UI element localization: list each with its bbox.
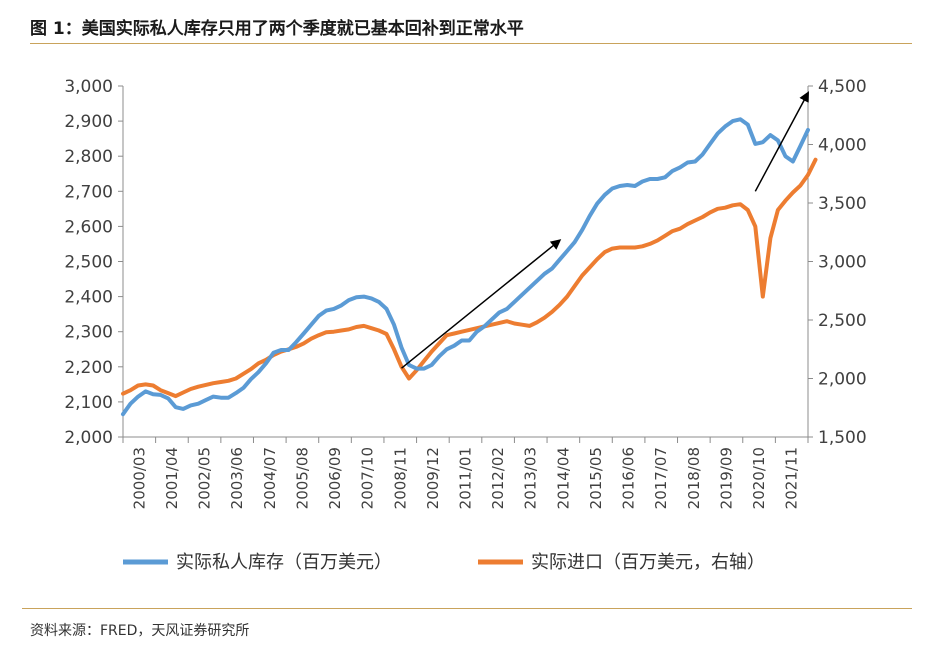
x-tick-label: 2006/09 <box>326 447 344 509</box>
x-tick-label: 2016/06 <box>620 447 638 509</box>
right-tick-label: 3,500 <box>818 194 867 214</box>
left-tick-label: 2,900 <box>64 112 113 132</box>
x-tick-label: 2021/11 <box>783 447 801 509</box>
right-tick-label: 4,500 <box>818 77 867 97</box>
right-tick-label: 2,500 <box>818 311 867 331</box>
left-tick-label: 2,300 <box>64 323 113 343</box>
x-tick-label: 2015/05 <box>587 447 605 509</box>
left-tick-label: 2,800 <box>64 147 113 167</box>
left-tick-label: 2,500 <box>64 253 113 273</box>
right-tick-label: 1,500 <box>818 428 867 448</box>
right-tick-label: 2,000 <box>818 370 867 390</box>
x-tick-label: 2020/10 <box>750 447 768 509</box>
x-tick-label: 2013/03 <box>522 447 540 509</box>
x-tick-label: 2000/03 <box>130 447 148 509</box>
x-tick-label: 2009/12 <box>424 447 442 509</box>
series-line-imports <box>121 157 818 399</box>
source-note: 资料来源：FRED，天风证券研究所 <box>30 623 250 639</box>
x-tick-label: 2004/07 <box>261 447 279 509</box>
left-tick-label: 3,000 <box>64 77 113 97</box>
left-tick-label: 2,200 <box>64 358 113 378</box>
x-tick-label: 2019/09 <box>717 447 735 509</box>
x-tick-label: 2014/04 <box>554 447 572 509</box>
bottom-divider <box>22 608 912 609</box>
left-tick-label: 2,100 <box>64 393 113 413</box>
x-tick-label: 2017/07 <box>652 447 670 509</box>
right-tick-label: 3,000 <box>818 253 867 273</box>
x-tick-label: 2003/06 <box>228 447 246 509</box>
line-chart: 2,000 2,100 2,200 2,300 2,400 2,500 2,600 2,700… <box>64 77 866 573</box>
x-tick-label: 2002/05 <box>196 447 214 509</box>
annotation-layer <box>401 91 809 369</box>
x-tick-label: 2008/11 <box>391 447 409 509</box>
x-tick-label: 2012/02 <box>489 447 507 509</box>
series-layer <box>121 117 818 417</box>
left-tick-label: 2,400 <box>64 288 113 308</box>
left-tick-label: 2,600 <box>64 217 113 237</box>
axes-layer: 2,000 2,100 2,200 2,300 2,400 2,500 2,600 2,700… <box>64 77 866 509</box>
top-divider <box>30 43 912 44</box>
legend-label-inventory: 实际私人库存（百万美元） <box>176 552 392 573</box>
left-tick-label: 2,700 <box>64 182 113 202</box>
x-tick-label: 2007/10 <box>359 447 377 509</box>
x-tick-label: 2011/01 <box>457 447 475 509</box>
legend-label-imports: 实际进口（百万美元，右轴） <box>531 552 765 573</box>
trend-arrow-1 <box>401 239 562 369</box>
chart-title: 图 1：美国实际私人库存只用了两个季度就已基本回补到正常水平 <box>30 19 524 39</box>
x-tick-label: 2001/04 <box>163 447 181 509</box>
series-line-inventory <box>121 117 810 417</box>
left-tick-label: 2,000 <box>64 428 113 448</box>
right-tick-label: 4,000 <box>818 136 867 156</box>
x-tick-label: 2005/08 <box>293 447 311 509</box>
legend: 实际私人库存（百万美元） 实际进口（百万美元，右轴） <box>123 552 765 573</box>
trend-arrow-2 <box>754 91 809 192</box>
x-tick-label: 2018/08 <box>685 447 703 509</box>
